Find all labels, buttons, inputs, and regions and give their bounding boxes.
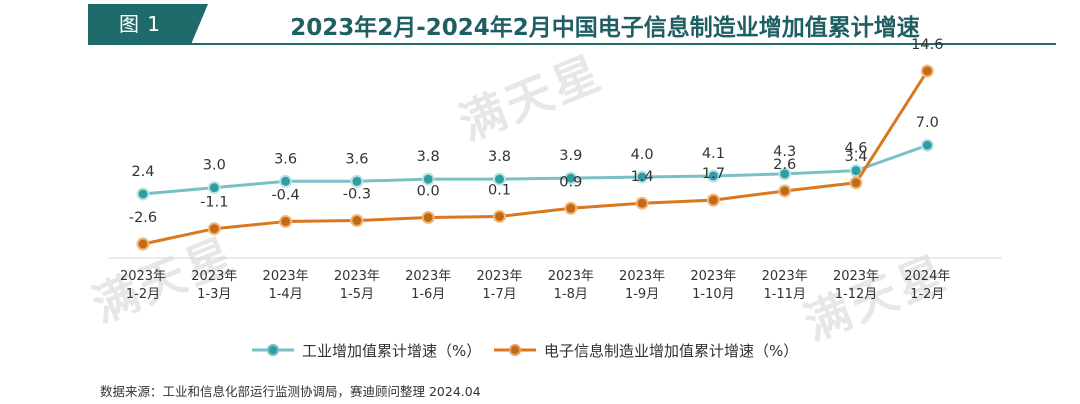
figure-label: 图 1 <box>118 12 162 36</box>
data-label-electronics: 0.1 <box>488 182 511 198</box>
data-point-industry <box>136 187 150 201</box>
data-label-electronics: 2.6 <box>773 157 796 173</box>
data-label-industry: 4.3 <box>773 144 796 160</box>
data-label-electronics: 0.9 <box>559 174 582 190</box>
data-point-industry <box>421 172 435 186</box>
data-point-industry <box>920 138 934 152</box>
data-point-electronics <box>350 214 364 228</box>
line-chart: 2.4 3.0 3.6 3.6 3.8 3.8 3.9 4.0 4.1 4.3 4.6 7.0 -2.6… <box>108 37 1002 302</box>
x-tick-label: 2023年 <box>405 269 451 284</box>
x-tick-label: 1-4月 <box>268 287 302 302</box>
x-tick-label: 1-3月 <box>197 287 231 302</box>
data-point-electronics <box>207 222 221 236</box>
data-point-industry <box>207 181 221 195</box>
legend-marker-industry <box>252 344 294 356</box>
data-point-industry <box>849 164 863 178</box>
data-point-electronics <box>778 184 792 198</box>
x-tick-label: 1-10月 <box>692 287 735 302</box>
data-source-note: 数据来源：工业和信息化部运行监测协调局，赛迪顾问整理 2024.04 <box>100 384 481 399</box>
x-tick-label: 2023年 <box>762 269 808 284</box>
data-point-electronics <box>849 176 863 190</box>
legend-label-electronics: 电子信息制造业增加值累计增速（%） <box>544 341 799 360</box>
data-label-electronics: -0.4 <box>271 188 299 204</box>
x-tick-label: 2023年 <box>690 269 736 284</box>
title-underline <box>88 43 1056 45</box>
data-point-industry <box>706 169 720 183</box>
x-tick-label: 2023年 <box>476 269 522 284</box>
x-tick-label: 2023年 <box>334 269 380 284</box>
data-point-electronics <box>564 201 578 215</box>
x-tick-label: 2023年 <box>191 269 237 284</box>
data-point-electronics <box>136 237 150 251</box>
x-tick-label: 1-6月 <box>411 287 445 302</box>
data-point-electronics <box>493 209 506 223</box>
data-point-industry <box>279 174 293 188</box>
legend-item-electronics: 电子信息制造业增加值累计增速（%） <box>492 340 798 360</box>
data-label-industry: 3.6 <box>274 151 297 167</box>
x-tick-label: 2023年 <box>833 269 879 284</box>
data-label-industry: 4.6 <box>844 141 867 157</box>
data-label-industry: 4.0 <box>631 147 654 163</box>
data-label-industry: 3.9 <box>559 148 582 164</box>
data-point-industry <box>635 170 649 184</box>
legend-marker-electronics <box>494 344 536 356</box>
data-point-industry <box>778 167 792 181</box>
data-label-electronics: 1.7 <box>702 166 725 182</box>
series-line-industry <box>142 143 928 196</box>
data-point-industry <box>564 171 578 185</box>
data-label-industry: 7.0 <box>916 115 939 131</box>
legend-label-industry: 工业增加值累计增速（%） <box>302 341 482 360</box>
data-point-electronics <box>421 210 435 224</box>
data-label-industry: 3.0 <box>203 158 226 174</box>
x-tick-label: 1-11月 <box>763 287 806 302</box>
data-label-electronics: 14.6 <box>911 37 943 53</box>
x-tick-label: 2024年 <box>904 269 950 284</box>
data-point-industry <box>350 174 364 188</box>
series-layer <box>136 64 934 251</box>
x-tick-label: 2023年 <box>548 269 594 284</box>
data-label-industry: 2.4 <box>131 164 154 180</box>
data-label-electronics: 1.4 <box>631 169 654 185</box>
data-label-industry: 3.8 <box>488 149 511 165</box>
data-label-electronics: 0.0 <box>417 183 440 199</box>
x-tick-layer: 2023年 1-2月 2023年 1-3月 2023年 1-4月 2023年 1-5月 2023… <box>120 269 950 302</box>
figure-label-tab: 图 1 <box>88 4 208 44</box>
x-tick-label: 1-7月 <box>482 287 516 302</box>
data-label-industry: 4.1 <box>702 146 725 162</box>
data-point-electronics <box>635 196 649 210</box>
data-point-electronics <box>706 193 720 207</box>
data-point-industry <box>493 172 506 186</box>
data-point-electronics <box>920 64 934 78</box>
series-line-electronics <box>142 70 929 246</box>
data-label-electronics: 3.4 <box>844 149 867 165</box>
data-point-electronics <box>279 215 293 229</box>
x-tick-label: 1-12月 <box>835 287 878 302</box>
data-label-electronics: -1.1 <box>200 195 228 211</box>
data-label-industry: 3.6 <box>345 151 368 167</box>
x-tick-label: 1-5月 <box>340 287 374 302</box>
data-label-electronics: -2.6 <box>129 210 157 226</box>
x-tick-label: 2023年 <box>120 269 166 284</box>
x-tick-label: 2023年 <box>263 269 309 284</box>
data-label-electronics: -0.3 <box>343 187 371 203</box>
data-label-layer: 2.4 3.0 3.6 3.6 3.8 3.8 3.9 4.0 4.1 4.3 4.6 7.0 -2.6… <box>129 37 944 226</box>
x-tick-label: 1-8月 <box>554 287 588 302</box>
x-tick-label: 2023年 <box>619 269 665 284</box>
x-tick-label: 1-9月 <box>625 287 659 302</box>
legend-item-industry: 工业增加值累计增速（%） <box>250 340 481 360</box>
x-tick-label: 1-2月 <box>126 287 160 302</box>
data-label-industry: 3.8 <box>417 149 440 165</box>
chart-title: 2023年2月-2024年2月中国电子信息制造业增加值累计增速 <box>290 15 920 41</box>
x-tick-label: 1-2月 <box>910 287 944 302</box>
